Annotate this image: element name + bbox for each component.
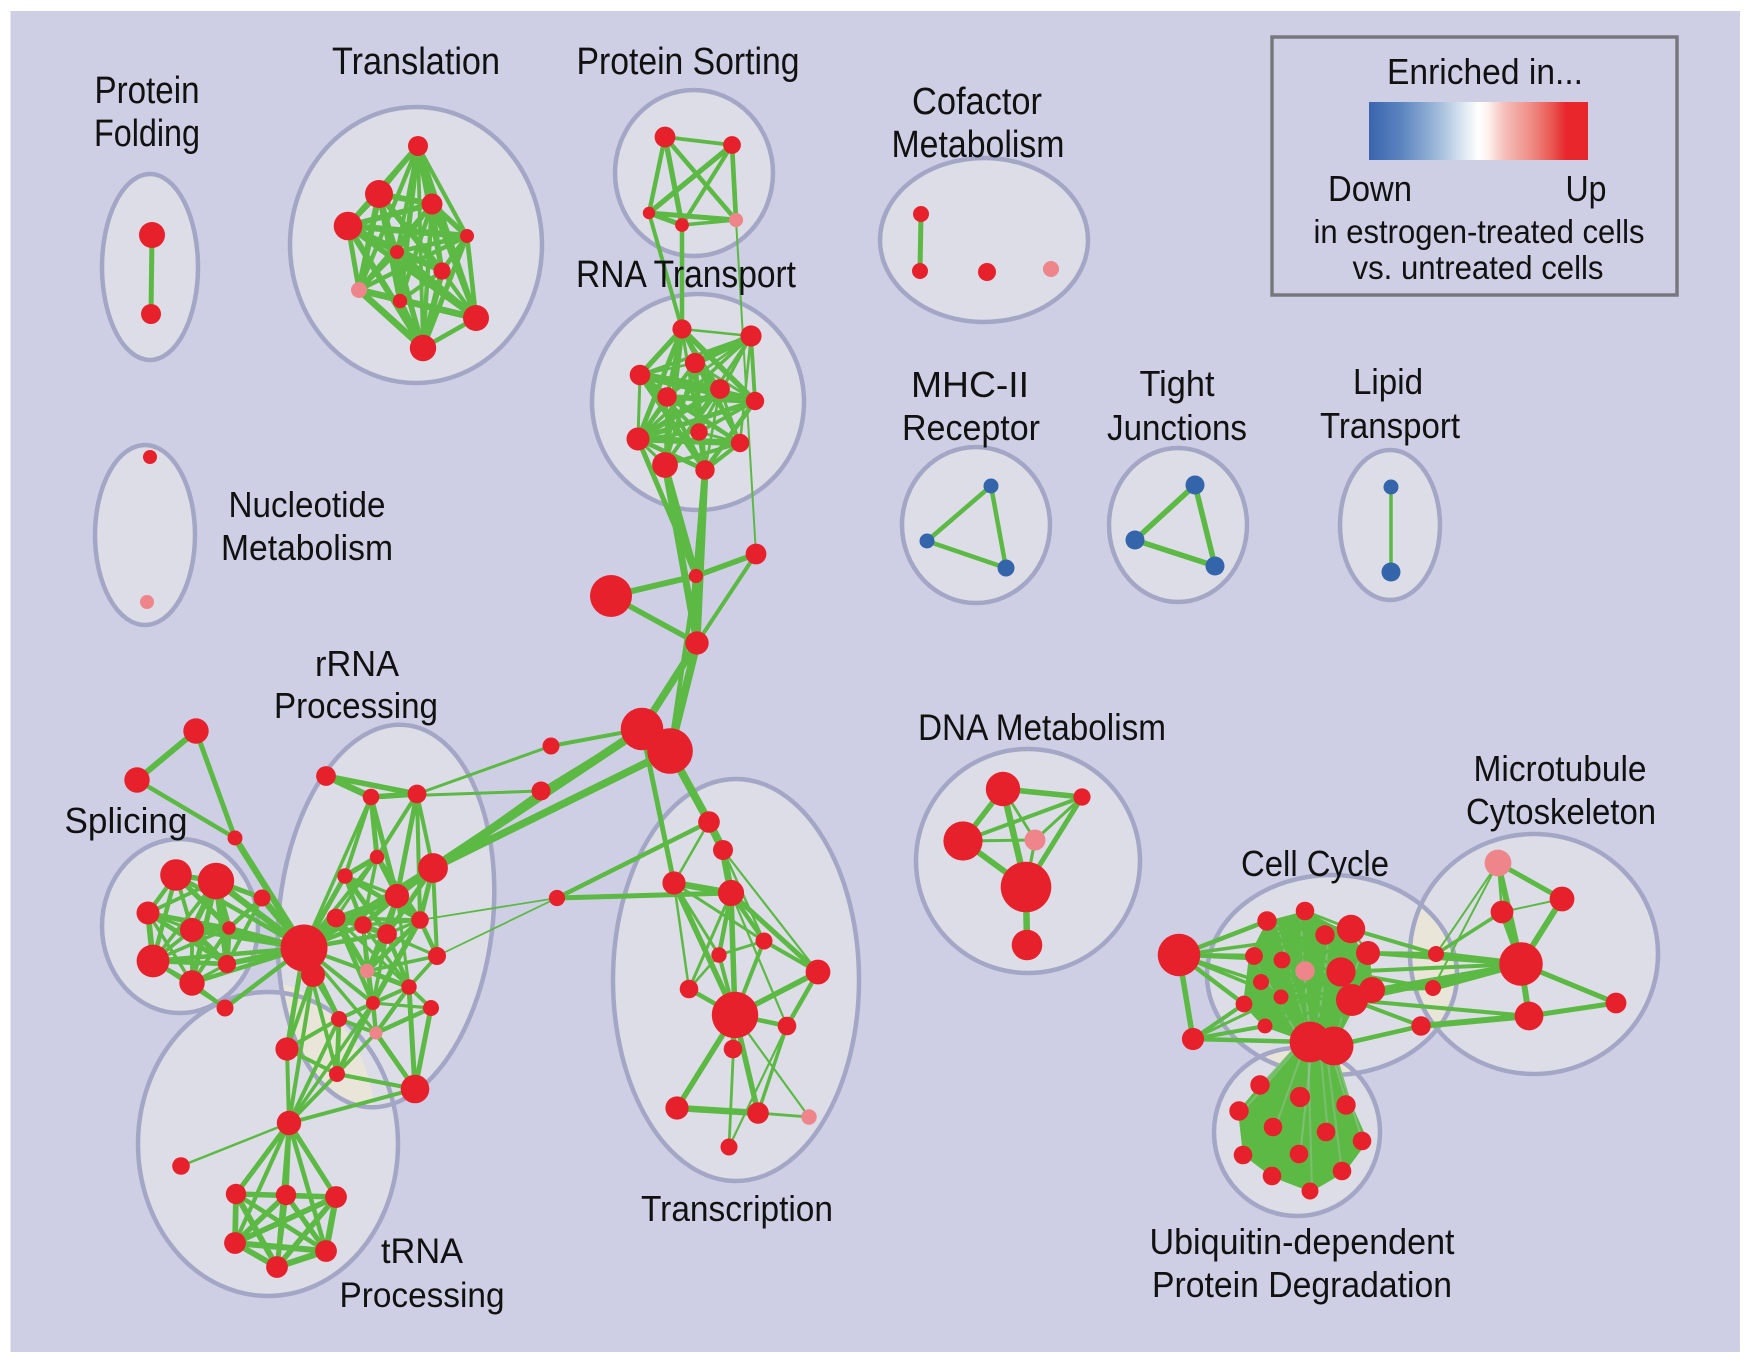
svg-text:Protein Sorting: Protein Sorting bbox=[577, 41, 800, 83]
svg-text:Lipid: Lipid bbox=[1353, 361, 1423, 402]
svg-text:Cofactor: Cofactor bbox=[912, 81, 1042, 123]
svg-text:rRNA: rRNA bbox=[315, 643, 399, 684]
svg-text:Transcription: Transcription bbox=[641, 1188, 833, 1229]
svg-text:Protein: Protein bbox=[95, 70, 200, 112]
svg-text:Nucleotide: Nucleotide bbox=[229, 484, 386, 525]
svg-text:Splicing: Splicing bbox=[65, 800, 188, 841]
svg-text:Metabolism: Metabolism bbox=[892, 124, 1065, 166]
svg-text:Junctions: Junctions bbox=[1107, 407, 1247, 448]
svg-text:DNA Metabolism: DNA Metabolism bbox=[918, 707, 1166, 748]
svg-text:Translation: Translation bbox=[332, 41, 500, 83]
svg-text:Protein Degradation: Protein Degradation bbox=[1152, 1264, 1452, 1305]
svg-text:Folding: Folding bbox=[94, 113, 200, 155]
svg-text:Enriched in...: Enriched in... bbox=[1387, 51, 1583, 92]
svg-text:RNA Transport: RNA Transport bbox=[576, 254, 796, 296]
svg-text:vs. untreated cells: vs. untreated cells bbox=[1353, 249, 1604, 286]
svg-text:Cell Cycle: Cell Cycle bbox=[1241, 843, 1389, 884]
svg-text:Metabolism: Metabolism bbox=[221, 527, 393, 568]
svg-text:in estrogen-treated cells: in estrogen-treated cells bbox=[1314, 213, 1645, 250]
svg-text:Up: Up bbox=[1566, 168, 1607, 209]
svg-text:Processing: Processing bbox=[340, 1276, 505, 1315]
svg-text:tRNA: tRNA bbox=[381, 1232, 464, 1271]
svg-text:Ubiquitin-dependent: Ubiquitin-dependent bbox=[1150, 1221, 1455, 1262]
svg-text:Tight: Tight bbox=[1140, 363, 1215, 404]
svg-text:Processing: Processing bbox=[274, 685, 438, 726]
svg-text:Cytoskeleton: Cytoskeleton bbox=[1466, 791, 1656, 832]
svg-text:Receptor: Receptor bbox=[902, 407, 1040, 448]
svg-text:Microtubule: Microtubule bbox=[1474, 748, 1647, 789]
svg-text:Down: Down bbox=[1328, 168, 1412, 209]
svg-text:Transport: Transport bbox=[1320, 405, 1460, 446]
svg-text:MHC-II: MHC-II bbox=[911, 364, 1029, 405]
